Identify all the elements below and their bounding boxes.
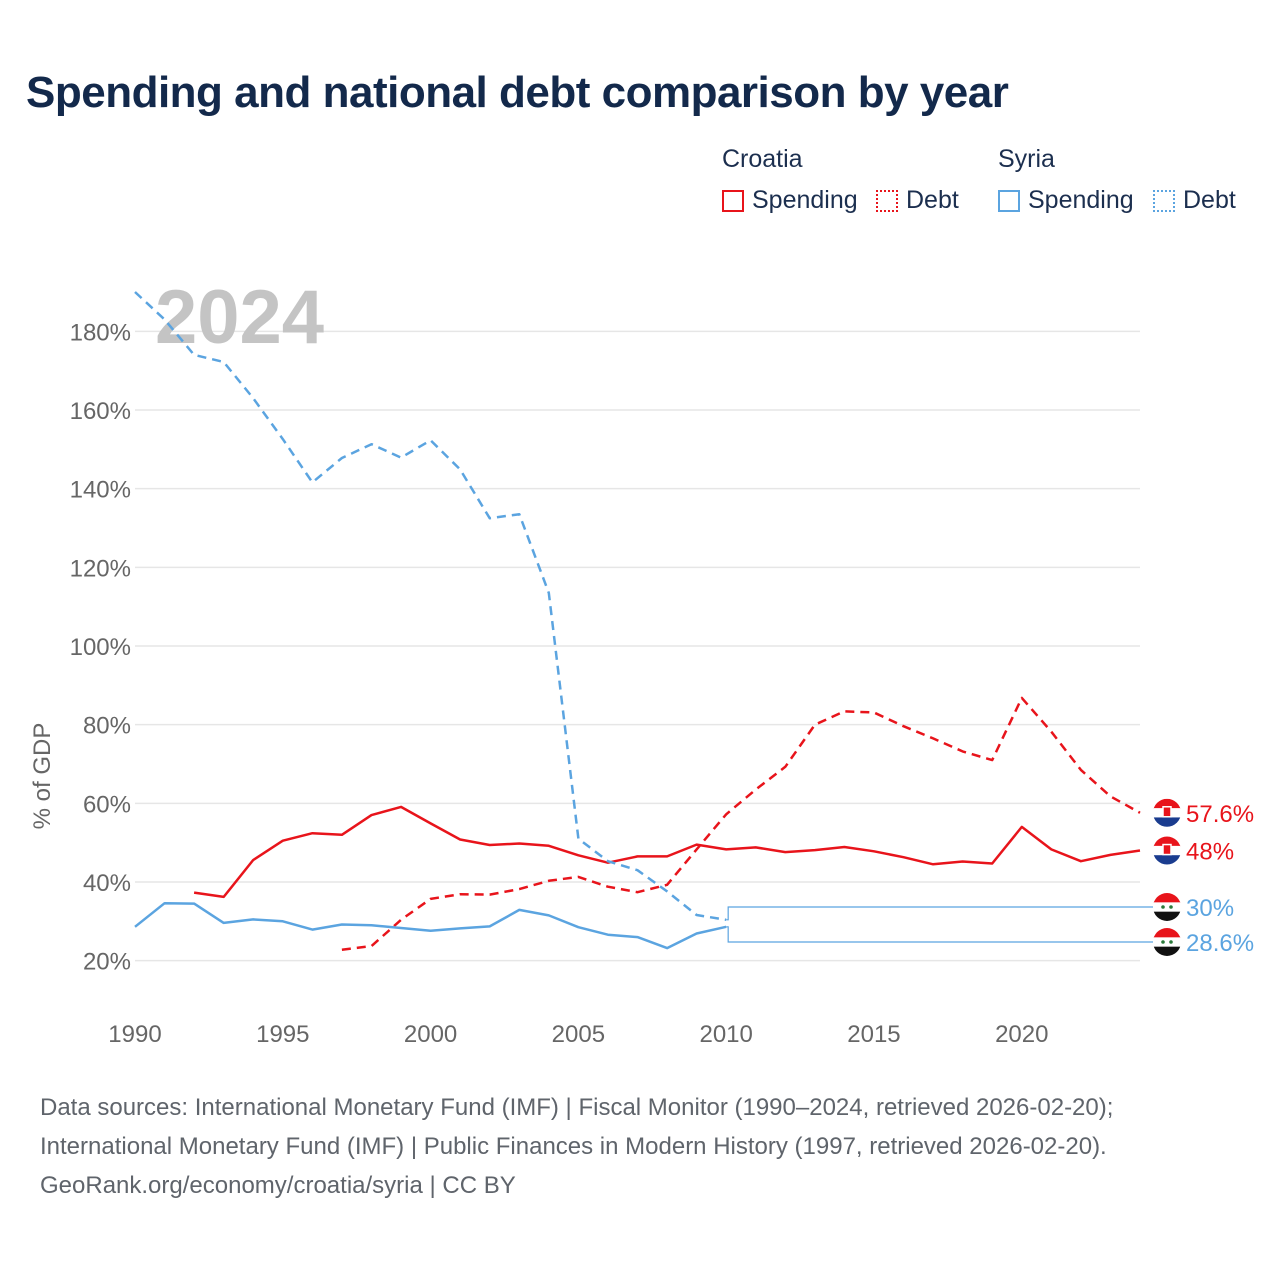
y-tick-label-40: 40% xyxy=(83,870,131,897)
year-watermark: 2024 xyxy=(155,275,324,360)
legend-title-syria: Syria xyxy=(998,145,1055,173)
end-label-syria-debt: 30% xyxy=(1186,895,1234,922)
footer-source-line-2: International Monetary Fund (IMF) | Publ… xyxy=(40,1133,1107,1160)
legend-label-syria-debt: Debt xyxy=(1183,186,1236,214)
series-line-croatia-debt xyxy=(341,696,1141,951)
series-line-croatia-spending xyxy=(193,805,1141,899)
y-axis-label: % of GDP xyxy=(29,723,56,830)
x-tick-label-1990: 1990 xyxy=(108,1021,161,1048)
footer-source-line-1: Data sources: International Monetary Fun… xyxy=(40,1094,1114,1121)
y-tick-label-80: 80% xyxy=(83,713,131,740)
x-tick-label-2020: 2020 xyxy=(995,1021,1048,1048)
legend-swatch-croatia-debt xyxy=(876,189,898,212)
connector-syria-debt xyxy=(726,906,1153,921)
legend-swatch-syria-spending xyxy=(998,189,1020,212)
end-label-croatia-spending: 48% xyxy=(1186,839,1234,866)
line-chart: 20% 40% 60% 80% 100% 120% 140% 160% 180% 1990 1995… xyxy=(29,275,1254,1048)
legend-label-croatia-debt: Debt xyxy=(906,186,959,214)
connector-syria-spending xyxy=(726,926,1153,943)
legend-swatch-croatia-spending xyxy=(722,189,744,212)
footer: Data sources: International Monetary Fun… xyxy=(40,1088,1113,1205)
y-tick-label-100: 100% xyxy=(70,634,131,661)
y-tick-label-60: 60% xyxy=(83,791,131,818)
syria-flag-icon xyxy=(1153,928,1181,956)
end-label-croatia-debt: 57.6% xyxy=(1186,801,1254,828)
x-tick-label-2015: 2015 xyxy=(847,1021,900,1048)
x-tick-label-1995: 1995 xyxy=(256,1021,309,1048)
footer-credit: GeoRank.org/economy/croatia/syria | CC B… xyxy=(40,1172,516,1199)
legend-label-syria-spending: Spending xyxy=(1028,186,1134,214)
croatia-flag-icon xyxy=(1153,836,1181,865)
end-label-syria-spending: 28.6% xyxy=(1186,930,1254,957)
legend-croatia-spending[interactable]: Spending xyxy=(722,186,858,215)
legend-swatch-syria-debt xyxy=(1153,189,1175,212)
legend-syria-spending[interactable]: Spending xyxy=(998,186,1134,215)
legend-syria-debt[interactable]: Debt xyxy=(1153,186,1236,215)
syria-flag-icon xyxy=(1153,893,1181,921)
croatia-flag-icon xyxy=(1153,798,1181,827)
y-tick-label-140: 140% xyxy=(70,477,131,504)
legend-title-croatia: Croatia xyxy=(722,145,803,173)
x-tick-label-2005: 2005 xyxy=(552,1021,605,1048)
y-tick-label-20: 20% xyxy=(83,949,131,976)
y-tick-label-180: 180% xyxy=(70,319,131,346)
series-line-syria-spending xyxy=(134,901,727,950)
x-tick-label-2000: 2000 xyxy=(404,1021,457,1048)
chart-title: Spending and national debt comparison by… xyxy=(26,68,1009,117)
y-tick-label-120: 120% xyxy=(70,555,131,582)
legend-label-croatia-spending: Spending xyxy=(752,186,858,214)
series-line-syria-debt xyxy=(134,291,727,922)
x-tick-label-2010: 2010 xyxy=(699,1021,752,1048)
y-tick-label-160: 160% xyxy=(70,398,131,425)
legend-croatia-debt[interactable]: Debt xyxy=(876,186,959,215)
